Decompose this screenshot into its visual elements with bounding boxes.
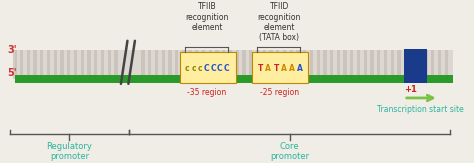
Bar <box>209 50 212 79</box>
Bar <box>263 50 266 79</box>
Text: A: A <box>297 64 303 73</box>
Text: A: A <box>281 64 287 73</box>
Bar <box>317 50 320 79</box>
Bar <box>276 50 279 79</box>
Bar <box>364 50 367 79</box>
Bar <box>350 50 354 79</box>
Bar <box>357 50 360 79</box>
Text: 5': 5' <box>8 68 18 78</box>
Bar <box>216 50 219 79</box>
Bar <box>229 50 232 79</box>
Bar <box>20 50 23 79</box>
Bar <box>81 50 84 79</box>
Bar <box>242 50 246 79</box>
Bar <box>370 50 374 79</box>
Bar <box>330 50 333 79</box>
Text: C: C <box>217 64 222 73</box>
Bar <box>114 50 118 79</box>
Bar <box>337 50 340 79</box>
Bar <box>94 50 97 79</box>
FancyBboxPatch shape <box>252 52 308 82</box>
Bar <box>269 50 273 79</box>
Bar <box>404 49 427 83</box>
Bar <box>397 50 401 79</box>
Text: TFIIB
recognition
element: TFIIB recognition element <box>185 2 229 32</box>
Bar <box>40 50 44 79</box>
Text: -35 region: -35 region <box>188 88 227 97</box>
Bar <box>303 50 306 79</box>
Bar <box>13 50 17 79</box>
Bar <box>108 50 111 79</box>
Text: A: A <box>265 64 271 73</box>
Text: c: c <box>191 64 196 73</box>
Bar <box>47 50 50 79</box>
Bar <box>424 50 428 79</box>
Bar <box>431 50 434 79</box>
Text: +1: +1 <box>404 85 417 94</box>
Bar <box>384 50 387 79</box>
Bar <box>323 50 327 79</box>
Bar <box>182 50 185 79</box>
Bar <box>15 75 453 83</box>
Bar <box>236 50 239 79</box>
Bar <box>67 50 71 79</box>
Text: 3': 3' <box>8 45 18 55</box>
Bar <box>411 50 414 79</box>
Bar <box>290 50 293 79</box>
Bar <box>344 50 347 79</box>
Bar <box>27 50 30 79</box>
Bar <box>168 50 172 79</box>
Bar <box>34 50 37 79</box>
Bar <box>256 50 259 79</box>
Bar <box>377 50 381 79</box>
Bar <box>283 50 286 79</box>
Text: T: T <box>273 64 279 73</box>
Text: TFIID
recognition
element
(TATA box): TFIID recognition element (TATA box) <box>258 2 301 42</box>
Bar <box>391 50 394 79</box>
Text: Transcription start site: Transcription start site <box>377 105 464 114</box>
Bar <box>74 50 77 79</box>
Text: c: c <box>185 64 190 73</box>
Bar <box>195 50 199 79</box>
Text: C: C <box>223 64 229 73</box>
Text: c: c <box>198 64 202 73</box>
Text: C: C <box>210 64 216 73</box>
Bar <box>222 50 226 79</box>
Bar <box>404 50 407 79</box>
Bar <box>249 50 252 79</box>
Bar <box>54 50 57 79</box>
Text: -25 region: -25 region <box>260 88 299 97</box>
Bar <box>148 50 151 79</box>
Bar <box>101 50 104 79</box>
Bar <box>87 50 91 79</box>
Bar <box>189 50 192 79</box>
Text: Core
promoter: Core promoter <box>270 142 309 161</box>
Text: T: T <box>257 64 263 73</box>
Bar <box>418 50 421 79</box>
Bar <box>438 50 441 79</box>
Bar <box>61 50 64 79</box>
Bar <box>162 50 165 79</box>
Bar <box>445 50 448 79</box>
FancyBboxPatch shape <box>180 52 236 82</box>
Bar <box>310 50 313 79</box>
Text: A: A <box>289 64 295 73</box>
Bar <box>155 50 158 79</box>
Bar <box>202 50 205 79</box>
Bar <box>296 50 300 79</box>
Text: C: C <box>204 64 210 73</box>
Text: Regulatory
promoter: Regulatory promoter <box>46 142 92 161</box>
Bar <box>175 50 178 79</box>
Bar <box>15 50 453 65</box>
Bar <box>15 65 453 79</box>
Bar <box>141 50 145 79</box>
